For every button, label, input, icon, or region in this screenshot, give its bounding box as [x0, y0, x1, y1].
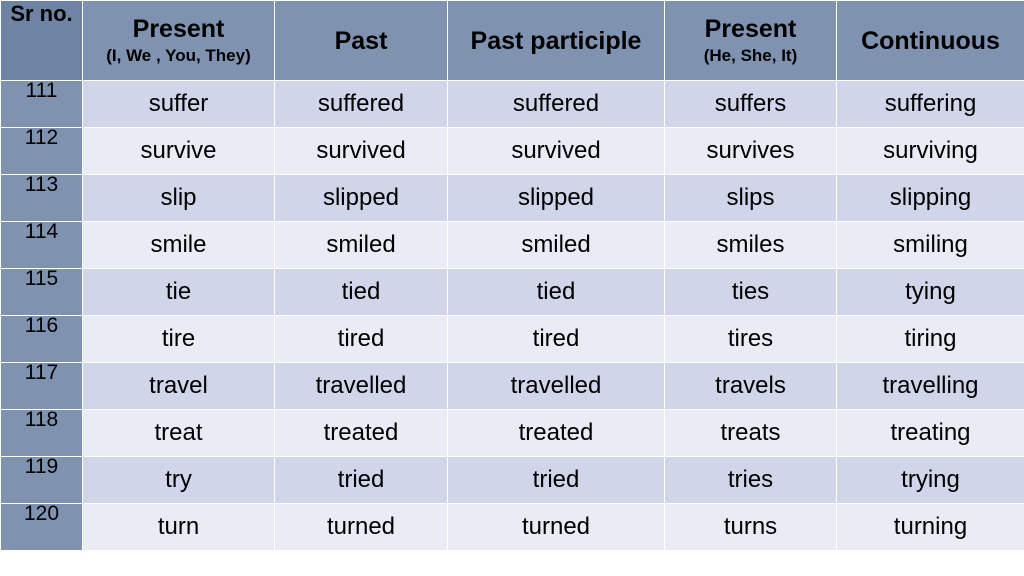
table-row: 116 tire tired tired tires tiring: [0, 315, 1024, 363]
cell-past: survived: [274, 127, 448, 175]
cell-present-third: treats: [664, 409, 837, 457]
cell-past: turned: [274, 503, 448, 551]
cell-past: suffered: [274, 80, 448, 128]
cell-present: tie: [82, 268, 275, 316]
row-sr-number: 116: [0, 315, 83, 363]
header-past-label: Past: [334, 26, 388, 55]
row-sr-number: 120: [0, 503, 83, 551]
cell-past-participle: tried: [447, 456, 665, 504]
cell-present-third: suffers: [664, 80, 837, 128]
cell-present-third: ties: [664, 268, 837, 316]
header-present-third-label: Present: [704, 14, 797, 43]
cell-present: turn: [82, 503, 275, 551]
table-row: 119 try tried tried tries trying: [0, 456, 1024, 504]
header-continuous-label: Continuous: [861, 26, 1000, 55]
cell-past-participle: slipped: [447, 174, 665, 222]
cell-continuous: trying: [836, 456, 1024, 504]
cell-present-third: smiles: [664, 221, 837, 269]
cell-present-third: survives: [664, 127, 837, 175]
cell-continuous: surviving: [836, 127, 1024, 175]
row-sr-number: 119: [0, 456, 83, 504]
header-sr-no: Sr no.: [0, 0, 83, 81]
cell-continuous: travelling: [836, 362, 1024, 410]
header-past-participle: Past participle: [447, 0, 665, 81]
cell-continuous: treating: [836, 409, 1024, 457]
header-present-third-subjects: (He, She, It): [703, 45, 798, 65]
cell-present: tire: [82, 315, 275, 363]
cell-past-participle: tied: [447, 268, 665, 316]
header-continuous: Continuous: [836, 0, 1024, 81]
cell-past: travelled: [274, 362, 448, 410]
header-row: Sr no. Present (I, We , You, They) Past …: [0, 0, 1024, 81]
cell-past: slipped: [274, 174, 448, 222]
cell-present: travel: [82, 362, 275, 410]
cell-past: tied: [274, 268, 448, 316]
cell-present-third: travels: [664, 362, 837, 410]
cell-past: smiled: [274, 221, 448, 269]
row-sr-number: 118: [0, 409, 83, 457]
cell-continuous: tying: [836, 268, 1024, 316]
cell-present-third: tries: [664, 456, 837, 504]
cell-present: suffer: [82, 80, 275, 128]
cell-past-participle: survived: [447, 127, 665, 175]
table-row: 115 tie tied tied ties tying: [0, 268, 1024, 316]
header-present: Present (I, We , You, They): [82, 0, 275, 81]
cell-continuous: suffering: [836, 80, 1024, 128]
cell-present: treat: [82, 409, 275, 457]
header-past: Past: [274, 0, 448, 81]
cell-continuous: slipping: [836, 174, 1024, 222]
cell-past-participle: travelled: [447, 362, 665, 410]
cell-continuous: turning: [836, 503, 1024, 551]
header-present-subjects: (I, We , You, They): [106, 45, 251, 65]
cell-present-third: turns: [664, 503, 837, 551]
table-row: 118 treat treated treated treats treating: [0, 409, 1024, 457]
row-sr-number: 112: [0, 127, 83, 175]
header-present-third-person: Present (He, She, It): [664, 0, 837, 81]
table-row: 111 suffer suffered suffered suffers sufferin…: [0, 80, 1024, 128]
cell-present-third: tires: [664, 315, 837, 363]
cell-past: tired: [274, 315, 448, 363]
cell-continuous: smiling: [836, 221, 1024, 269]
cell-past: tried: [274, 456, 448, 504]
cell-present: survive: [82, 127, 275, 175]
table-row: 112 survive survived survived survives surviv…: [0, 127, 1024, 175]
row-sr-number: 117: [0, 362, 83, 410]
table-header: Sr no. Present (I, We , You, They) Past …: [0, 0, 1024, 81]
cell-continuous: tiring: [836, 315, 1024, 363]
cell-past-participle: turned: [447, 503, 665, 551]
table-body: 111 suffer suffered suffered suffers sufferin…: [0, 80, 1024, 551]
cell-past-participle: treated: [447, 409, 665, 457]
cell-past: treated: [274, 409, 448, 457]
table-row: 120 turn turned turned turns turning: [0, 503, 1024, 551]
row-sr-number: 115: [0, 268, 83, 316]
cell-present: try: [82, 456, 275, 504]
row-sr-number: 111: [0, 80, 83, 128]
verb-forms-table: Sr no. Present (I, We , You, They) Past …: [0, 0, 1024, 551]
row-sr-number: 113: [0, 174, 83, 222]
cell-past-participle: suffered: [447, 80, 665, 128]
cell-present: slip: [82, 174, 275, 222]
cell-present: smile: [82, 221, 275, 269]
cell-present-third: slips: [664, 174, 837, 222]
cell-past-participle: smiled: [447, 221, 665, 269]
header-past-participle-label: Past participle: [470, 26, 642, 55]
cell-past-participle: tired: [447, 315, 665, 363]
table-row: 113 slip slipped slipped slips slipping: [0, 174, 1024, 222]
table-row: 117 travel travelled travelled travels travel…: [0, 362, 1024, 410]
table-row: 114 smile smiled smiled smiles smiling: [0, 221, 1024, 269]
header-present-label: Present: [132, 14, 225, 43]
row-sr-number: 114: [0, 221, 83, 269]
